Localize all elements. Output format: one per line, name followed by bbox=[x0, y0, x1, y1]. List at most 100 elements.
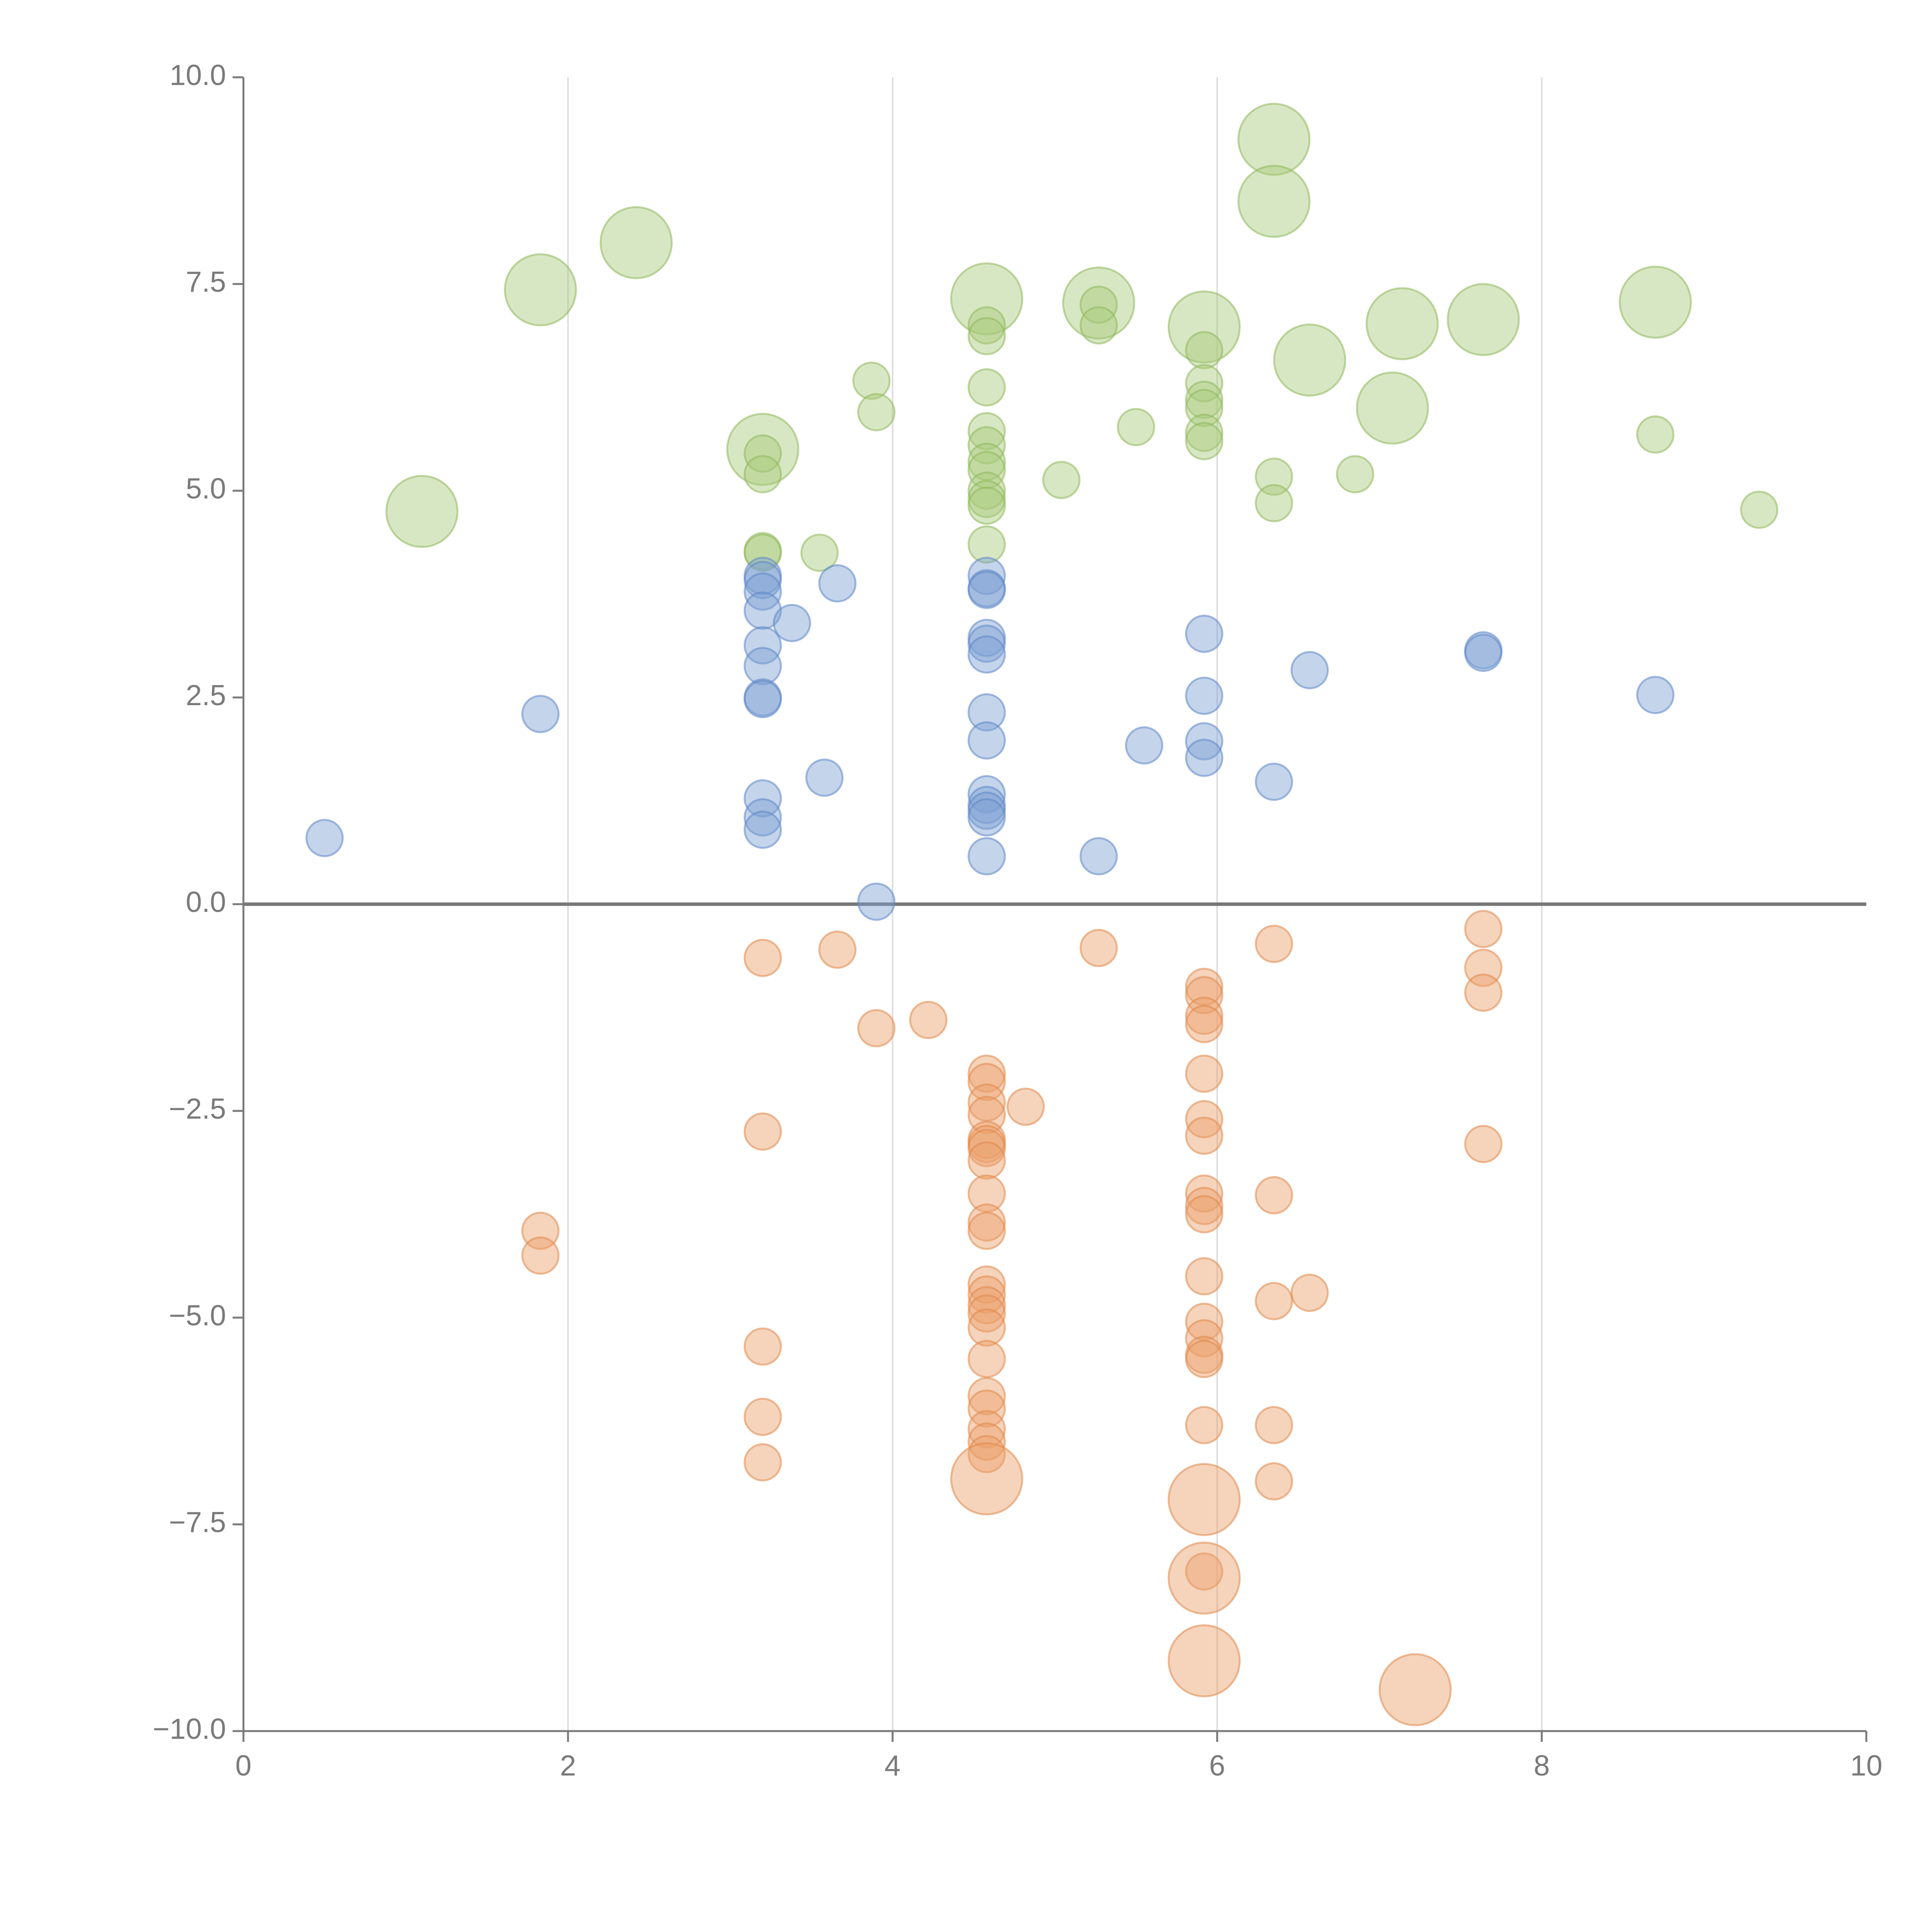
point-orange-41 bbox=[1185, 1116, 1223, 1155]
point-green-7 bbox=[743, 534, 782, 572]
point-green-44 bbox=[1619, 265, 1692, 339]
point-orange-8 bbox=[857, 1009, 896, 1048]
point-blue-29 bbox=[968, 837, 1006, 876]
point-orange-20 bbox=[968, 1211, 1006, 1250]
point-blue-12 bbox=[743, 810, 782, 849]
point-green-14 bbox=[968, 368, 1006, 406]
data-points-layer bbox=[305, 103, 1779, 1726]
point-blue-25 bbox=[968, 775, 1006, 813]
point-orange-39 bbox=[1185, 1054, 1223, 1093]
x-tick-label-3: 6 bbox=[1209, 1749, 1225, 1782]
point-blue-9 bbox=[743, 680, 782, 718]
point-blue-23 bbox=[968, 693, 1006, 732]
point-orange-54 bbox=[1167, 1624, 1241, 1697]
axes-layer bbox=[233, 76, 1867, 1742]
point-orange-40 bbox=[1185, 1100, 1223, 1138]
point-orange-1 bbox=[521, 1236, 560, 1275]
point-blue-17 bbox=[968, 556, 1006, 595]
x-tick-label-2: 4 bbox=[884, 1749, 901, 1782]
point-orange-17 bbox=[968, 1141, 1006, 1180]
point-orange-37 bbox=[1185, 997, 1223, 1035]
y-tick-label-0: 10.0 bbox=[170, 59, 226, 91]
point-orange-60 bbox=[1290, 1274, 1329, 1312]
point-orange-44 bbox=[1185, 1195, 1223, 1233]
point-green-22 bbox=[968, 525, 1006, 564]
point-green-37 bbox=[1255, 457, 1293, 496]
point-orange-27 bbox=[968, 1377, 1006, 1415]
point-green-11 bbox=[950, 262, 1024, 336]
point-blue-31 bbox=[1125, 726, 1163, 765]
point-green-10 bbox=[857, 393, 896, 432]
point-orange-34 bbox=[1079, 929, 1118, 967]
point-orange-24 bbox=[968, 1294, 1006, 1333]
point-green-45 bbox=[1636, 415, 1675, 454]
point-orange-53 bbox=[1167, 1541, 1241, 1615]
point-green-35 bbox=[1237, 103, 1311, 176]
point-orange-28 bbox=[968, 1389, 1006, 1428]
point-blue-21 bbox=[968, 624, 1006, 663]
point-blue-35 bbox=[1185, 738, 1223, 777]
x-tick-label-5: 10 bbox=[1850, 1749, 1882, 1782]
point-green-27 bbox=[1117, 408, 1155, 446]
point-orange-32 bbox=[950, 1442, 1024, 1515]
y-tick-label-5: −2.5 bbox=[169, 1092, 226, 1125]
point-orange-42 bbox=[1185, 1174, 1223, 1213]
point-blue-11 bbox=[743, 798, 782, 837]
point-green-4 bbox=[743, 434, 782, 473]
point-green-21 bbox=[968, 486, 1006, 525]
point-green-36 bbox=[1237, 165, 1311, 238]
point-green-19 bbox=[968, 471, 1006, 510]
y-tick-label-2: 5.0 bbox=[186, 472, 226, 505]
point-green-26 bbox=[1079, 306, 1118, 345]
point-orange-56 bbox=[1255, 1176, 1293, 1214]
point-blue-36 bbox=[1255, 762, 1293, 801]
y-tick-label-4: 0.0 bbox=[186, 886, 226, 918]
point-orange-11 bbox=[968, 1063, 1006, 1101]
point-green-2 bbox=[599, 206, 673, 279]
y-tick-label-6: −5.0 bbox=[169, 1299, 226, 1332]
point-orange-5 bbox=[743, 1398, 782, 1436]
point-blue-14 bbox=[805, 759, 844, 797]
point-orange-23 bbox=[968, 1286, 1006, 1325]
point-orange-2 bbox=[743, 939, 782, 977]
point-blue-24 bbox=[968, 721, 1006, 760]
point-orange-55 bbox=[1255, 925, 1293, 963]
point-green-13 bbox=[968, 317, 1006, 355]
point-green-34 bbox=[1185, 422, 1223, 461]
point-green-23 bbox=[1042, 461, 1081, 499]
point-blue-15 bbox=[818, 564, 857, 603]
point-orange-51 bbox=[1167, 1463, 1241, 1536]
point-orange-19 bbox=[968, 1203, 1006, 1242]
point-blue-34 bbox=[1185, 722, 1223, 760]
point-orange-10 bbox=[968, 1054, 1006, 1093]
point-blue-7 bbox=[743, 647, 782, 685]
point-orange-38 bbox=[1185, 1005, 1223, 1043]
point-orange-65 bbox=[1464, 1125, 1503, 1163]
point-blue-32 bbox=[1185, 614, 1223, 653]
point-orange-25 bbox=[968, 1308, 1006, 1347]
point-blue-33 bbox=[1185, 677, 1223, 715]
point-green-33 bbox=[1185, 413, 1223, 452]
y-tick-label-7: −7.5 bbox=[169, 1506, 226, 1538]
point-green-5 bbox=[743, 455, 782, 493]
point-orange-49 bbox=[1185, 1340, 1223, 1378]
point-orange-57 bbox=[1255, 1282, 1293, 1320]
point-blue-39 bbox=[1464, 633, 1503, 672]
x-tick-label-0: 0 bbox=[235, 1749, 252, 1782]
point-green-42 bbox=[1366, 287, 1439, 361]
point-orange-62 bbox=[1464, 910, 1503, 948]
y-tick-label-1: 7.5 bbox=[186, 265, 226, 298]
point-orange-36 bbox=[1185, 976, 1223, 1014]
point-orange-16 bbox=[968, 1129, 1006, 1167]
point-orange-30 bbox=[968, 1422, 1006, 1461]
point-blue-5 bbox=[743, 591, 782, 630]
point-green-29 bbox=[1185, 331, 1223, 369]
point-blue-3 bbox=[743, 561, 782, 599]
point-orange-43 bbox=[1185, 1187, 1223, 1225]
point-green-1 bbox=[504, 253, 577, 327]
point-blue-16 bbox=[857, 883, 896, 921]
point-orange-9 bbox=[909, 1001, 947, 1039]
point-green-39 bbox=[1273, 323, 1346, 397]
point-blue-28 bbox=[968, 798, 1006, 837]
x-tick-label-1: 2 bbox=[560, 1749, 576, 1782]
